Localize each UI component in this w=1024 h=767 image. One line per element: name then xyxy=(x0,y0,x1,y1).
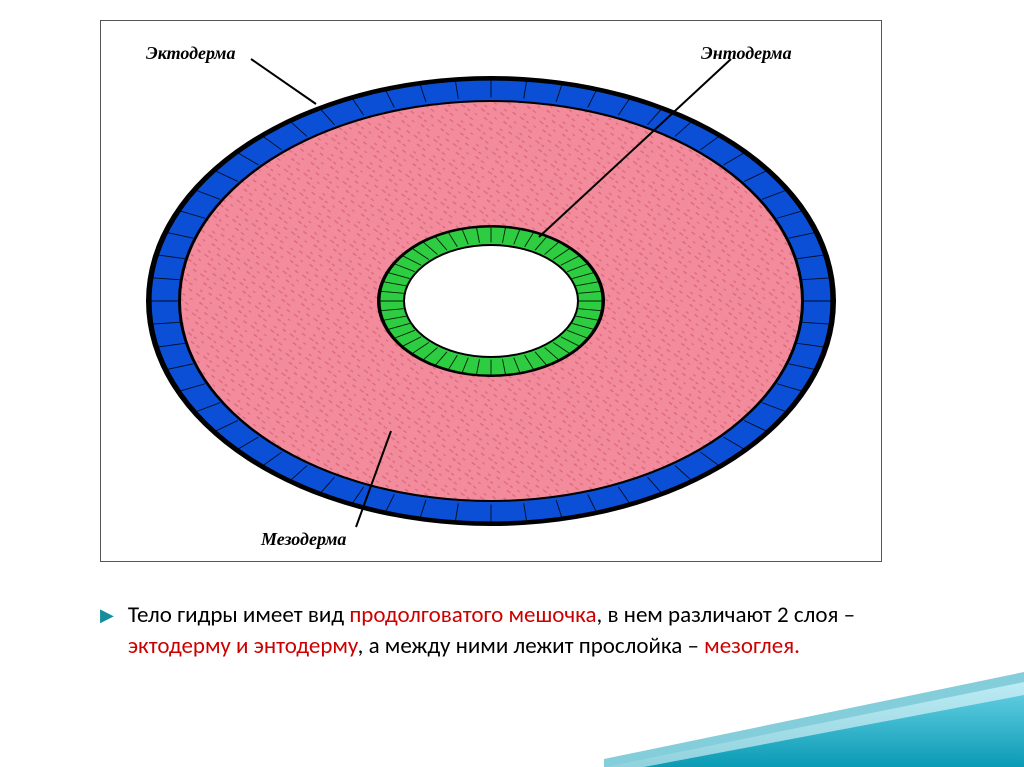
label-mesoderm: Мезодерма xyxy=(261,529,346,550)
accent-svg xyxy=(604,647,1024,767)
label-endoderm: Энтодерма xyxy=(701,43,792,64)
germ-layers-diagram: Эктодерма Энтодерма Мезодерма xyxy=(100,20,882,562)
diagram-svg xyxy=(101,21,881,561)
corner-accent xyxy=(604,647,1024,767)
bullet-icon: ▶ xyxy=(100,604,114,626)
slide: Эктодерма Энтодерма Мезодерма ▶ Тело гид… xyxy=(0,0,1024,767)
label-ectoderm: Эктодерма xyxy=(146,43,235,64)
